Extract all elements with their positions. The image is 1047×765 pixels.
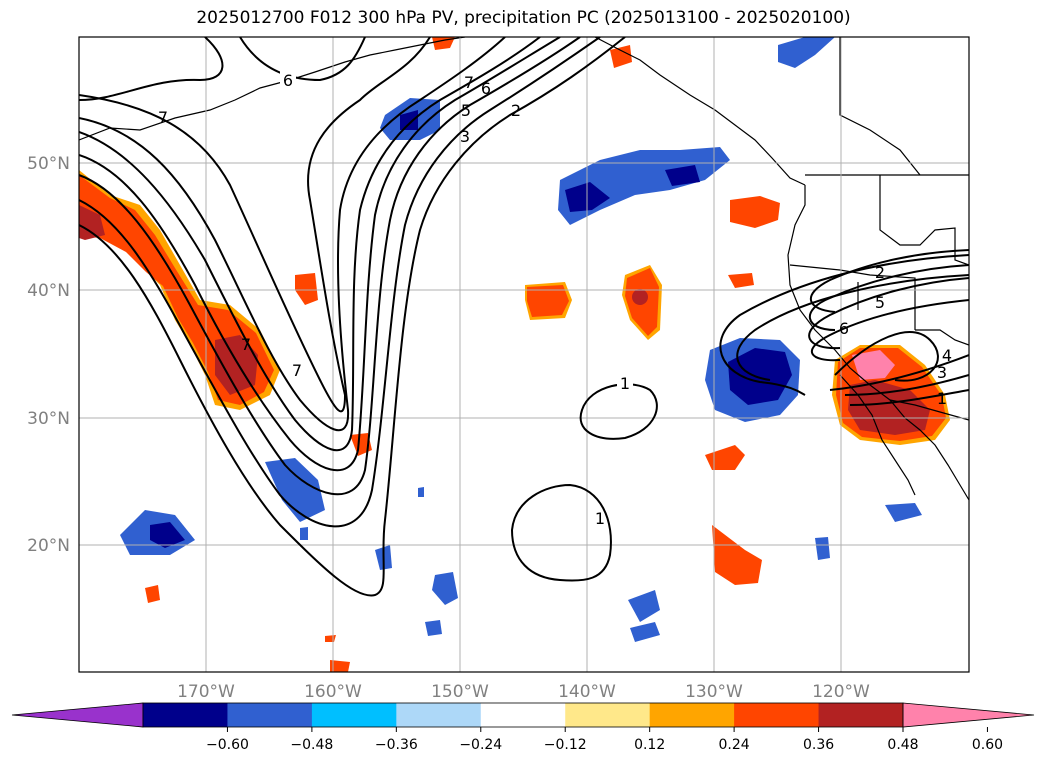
contour-label: 4 [942,346,952,365]
contour-label: 1 [937,389,947,408]
lon-label: 160°W [304,682,362,702]
colorbar-tick-label: 0.60 [972,737,1003,753]
contour-label: 7 [464,73,474,92]
longitude-labels: 170°W 160°W 150°W 140°W 130°W 120°W [177,682,870,702]
map-title: 2025012700 F012 300 hPa PV, precipitatio… [196,8,851,28]
lat-label: 30°N [27,409,70,429]
lon-label: 130°W [685,682,743,702]
colorbar-segment [480,703,566,727]
contour-label: 7 [241,335,251,354]
lat-label: 50°N [27,154,70,174]
lat-label: 20°N [27,536,70,556]
colorbar: −0.60 −0.48 −0.36 −0.24 −0.12 0.12 0.24 0.36 0.4… [11,702,1035,753]
colorbar-segment [818,703,904,727]
pv-contours [79,37,969,597]
map-gridlines [79,37,969,672]
colorbar-tick-label: 0.48 [887,737,918,753]
contour-label: 6 [481,79,491,98]
contour-label: 3 [460,127,470,146]
colorbar-segment [649,703,735,727]
contour-label: 7 [292,361,302,380]
contour-label: 1 [595,509,605,528]
colorbar-segment [227,703,313,727]
lon-label: 120°W [812,682,870,702]
colorbar-tick-label: −0.36 [375,737,418,753]
colorbar-tick-label: 0.24 [719,737,750,753]
lon-label: 170°W [177,682,235,702]
pv-contour-labels: 6 7 7 6 5 3 2 7 7 1 1 2 5 6 4 3 1 [158,70,952,528]
contour-label: 5 [875,293,885,312]
contour-label: 1 [620,374,630,393]
lon-label: 140°W [558,682,616,702]
colorbar-segment [396,703,482,727]
colorbar-segment [311,703,397,727]
colorbar-tick-label: −0.48 [290,737,333,753]
contour-label: 2 [511,101,521,120]
contour-label: 6 [839,319,849,338]
colorbar-tick-label: −0.12 [544,737,587,753]
lat-label: 40°N [27,281,70,301]
map-plot-area: 6 7 7 6 5 3 2 7 7 1 1 2 5 6 4 3 1 [79,37,969,672]
contour-label: 3 [937,363,947,382]
contour-label: 5 [461,101,471,120]
colorbar-tick-label: 0.36 [803,737,834,753]
contour-label: 7 [158,108,168,127]
colorbar-tick-label: −0.60 [206,737,249,753]
lon-label: 150°W [431,682,489,702]
map-frame [78,36,970,673]
colorbar-segment [565,703,651,727]
latitude-labels: 50°N 40°N 30°N 20°N [27,154,70,556]
colorbar-tick-label: 0.12 [634,737,665,753]
contour-label: 2 [875,263,885,282]
colorbar-tick-label: −0.24 [459,737,502,753]
colorbar-extend-right [902,702,1035,728]
contour-label: 6 [283,71,293,90]
colorbar-extend-left [11,702,144,728]
colorbar-segment [734,703,820,727]
colorbar-segment [143,703,228,727]
